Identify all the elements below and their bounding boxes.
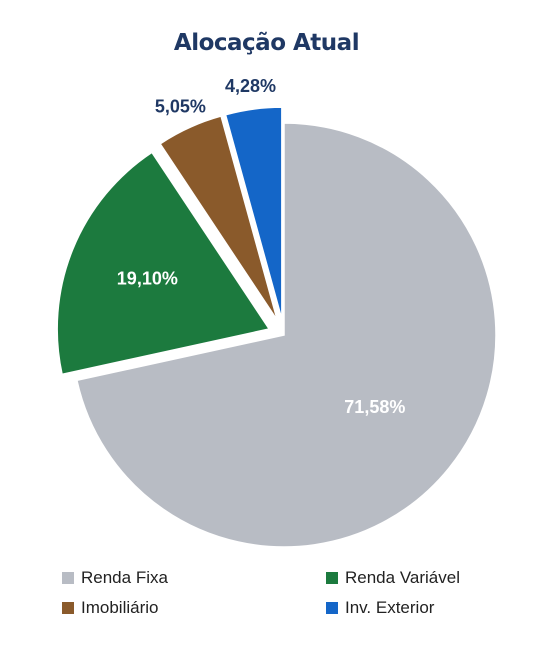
data-label-renda-variavel: 19,10% bbox=[117, 268, 178, 288]
pie-slice-imobiliario bbox=[159, 115, 279, 321]
pie-slice-inv-exterior bbox=[224, 106, 283, 320]
legend-swatch-inv-exterior bbox=[326, 602, 338, 614]
legend-item-inv-exterior: Inv. Exterior bbox=[326, 598, 434, 618]
legend-item-renda-variavel: Renda Variável bbox=[326, 568, 460, 588]
legend-swatch-renda-fixa bbox=[62, 572, 74, 584]
legend-label-inv-exterior: Inv. Exterior bbox=[345, 598, 435, 617]
chart-title: Alocação Atual bbox=[173, 30, 360, 56]
legend-swatch-renda-variavel bbox=[326, 572, 338, 584]
legend-label-renda-variavel: Renda Variável bbox=[345, 568, 460, 587]
legend-item-imobiliario: Imobiliário bbox=[62, 598, 158, 618]
legend-swatch-imobiliario bbox=[62, 602, 74, 614]
data-label-renda-fixa: 71,58% bbox=[344, 397, 405, 417]
pie-slice-renda-fixa bbox=[76, 122, 497, 548]
data-label-inv-exterior: 4,28% bbox=[225, 76, 276, 96]
legend-label-renda-fixa: Renda Fixa bbox=[81, 568, 168, 587]
data-label-imobiliario: 5,05% bbox=[155, 96, 206, 116]
pie-slice-renda-variavel bbox=[56, 151, 271, 376]
legend-item-renda-fixa: Renda Fixa bbox=[62, 568, 168, 588]
legend-label-imobiliario: Imobiliário bbox=[81, 598, 159, 617]
